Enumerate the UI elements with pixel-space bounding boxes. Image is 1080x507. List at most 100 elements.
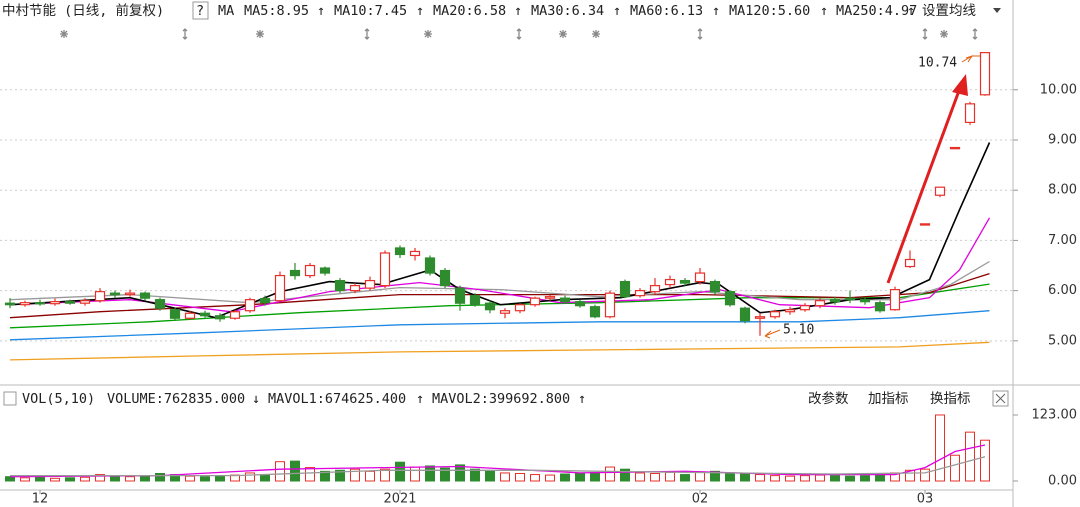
candle-body <box>964 103 976 124</box>
volume-bar <box>290 460 300 482</box>
event-star <box>424 30 432 38</box>
candle-body <box>499 310 511 314</box>
button[interactable]: 改参数 <box>808 390 849 407</box>
ma-settings[interactable]: 设置均线 <box>922 3 976 19</box>
candle-body <box>934 186 946 196</box>
candle-body <box>859 299 871 303</box>
ma-line <box>9 142 991 319</box>
candle-body <box>484 302 496 311</box>
candle-body <box>379 252 391 287</box>
volume-bar <box>860 475 870 482</box>
candle-body <box>439 269 451 287</box>
candle-body <box>409 250 421 257</box>
volume-bar <box>980 439 990 482</box>
candle-body <box>754 316 766 319</box>
panel-icon[interactable] <box>3 391 17 406</box>
volume-bar <box>845 475 855 482</box>
volume-bar <box>605 466 615 482</box>
candle-body <box>424 257 436 274</box>
candle-body <box>184 312 196 319</box>
legend-entry: MA30:6.34 <box>531 3 604 19</box>
y-tick-label: 0.00 <box>1048 474 1077 489</box>
y-tick-label: 7.00 <box>1048 233 1077 248</box>
candle-body <box>214 315 226 320</box>
candle-body <box>844 297 856 301</box>
button[interactable]: 加指标 <box>868 391 909 407</box>
trend-arrowhead <box>952 74 968 96</box>
volume-title: VOL(5,10) <box>22 391 95 407</box>
volume-bar <box>35 476 45 482</box>
y-tick-label: 123.00 <box>1032 407 1078 422</box>
legend-arrow: ↑ <box>578 391 586 407</box>
candle-body <box>604 292 616 318</box>
candle-body <box>4 302 16 306</box>
candle-body <box>64 301 76 304</box>
volume-bar <box>680 474 690 482</box>
candle-body <box>619 280 631 298</box>
volume-bar <box>365 470 375 482</box>
volume-bar <box>455 464 465 482</box>
x-tick-label: 03 <box>917 492 934 507</box>
volume-bar <box>785 475 795 482</box>
volume-bar <box>650 472 660 482</box>
legend-entry: MAVOL1:674625.400 <box>268 391 406 407</box>
volume-bar <box>485 470 495 482</box>
dropdown-icon[interactable] <box>993 8 1001 13</box>
volume-bar <box>740 473 750 482</box>
close-icon[interactable] <box>995 393 1006 404</box>
volume-bar <box>95 474 105 482</box>
candle-body <box>589 306 601 318</box>
legend-entry: MA120:5.60 <box>729 3 810 19</box>
help[interactable]: ? <box>196 3 204 19</box>
volume-bar <box>770 475 780 482</box>
trend-arrow <box>886 87 962 284</box>
event-markers <box>60 28 978 40</box>
x-tick-label: 12 <box>32 492 49 507</box>
candle-body <box>559 297 571 303</box>
event-star <box>559 30 567 38</box>
help-box[interactable] <box>192 1 209 20</box>
close-box[interactable] <box>992 390 1009 407</box>
button[interactable]: 换指标 <box>930 391 971 407</box>
volume-bar <box>350 468 360 482</box>
candle-body <box>259 298 271 304</box>
ma-line <box>9 310 990 341</box>
volume-bar <box>575 472 585 482</box>
annotation: 10.74 <box>918 56 957 71</box>
candle-body <box>634 290 646 297</box>
candle-body <box>799 305 811 311</box>
volume-bar <box>335 469 345 482</box>
volume-bar <box>260 474 270 482</box>
candle-body <box>529 297 541 306</box>
volume-bar <box>935 414 945 482</box>
volume-bar <box>800 475 810 482</box>
candle-body <box>949 146 961 150</box>
candle-body <box>109 292 121 296</box>
candle-body <box>364 279 376 289</box>
candle-body <box>334 279 346 292</box>
legend-arrow: ↑ <box>613 3 621 19</box>
candle-body <box>394 247 406 256</box>
volume-bar <box>215 475 225 482</box>
event-arrow <box>182 28 188 40</box>
annotation-leader <box>961 55 980 63</box>
volume-bar <box>305 467 315 482</box>
event-arrow <box>364 28 370 40</box>
legend-arrow: ↑ <box>416 391 424 407</box>
candle-body <box>169 309 181 319</box>
ma-line <box>9 341 990 361</box>
candle-body <box>49 301 61 305</box>
volume-bar <box>965 431 975 482</box>
candle-body <box>319 267 331 274</box>
candle-body <box>709 280 721 293</box>
candle-body <box>514 304 526 312</box>
candle-body <box>349 285 361 292</box>
candle-body <box>919 223 931 226</box>
event-arrow <box>922 28 928 40</box>
candle-body <box>694 272 706 283</box>
legend-entry: MA20:6.58 <box>433 3 506 19</box>
candle-body <box>274 274 286 302</box>
volume-bar <box>695 471 705 482</box>
candle-body <box>19 302 31 306</box>
